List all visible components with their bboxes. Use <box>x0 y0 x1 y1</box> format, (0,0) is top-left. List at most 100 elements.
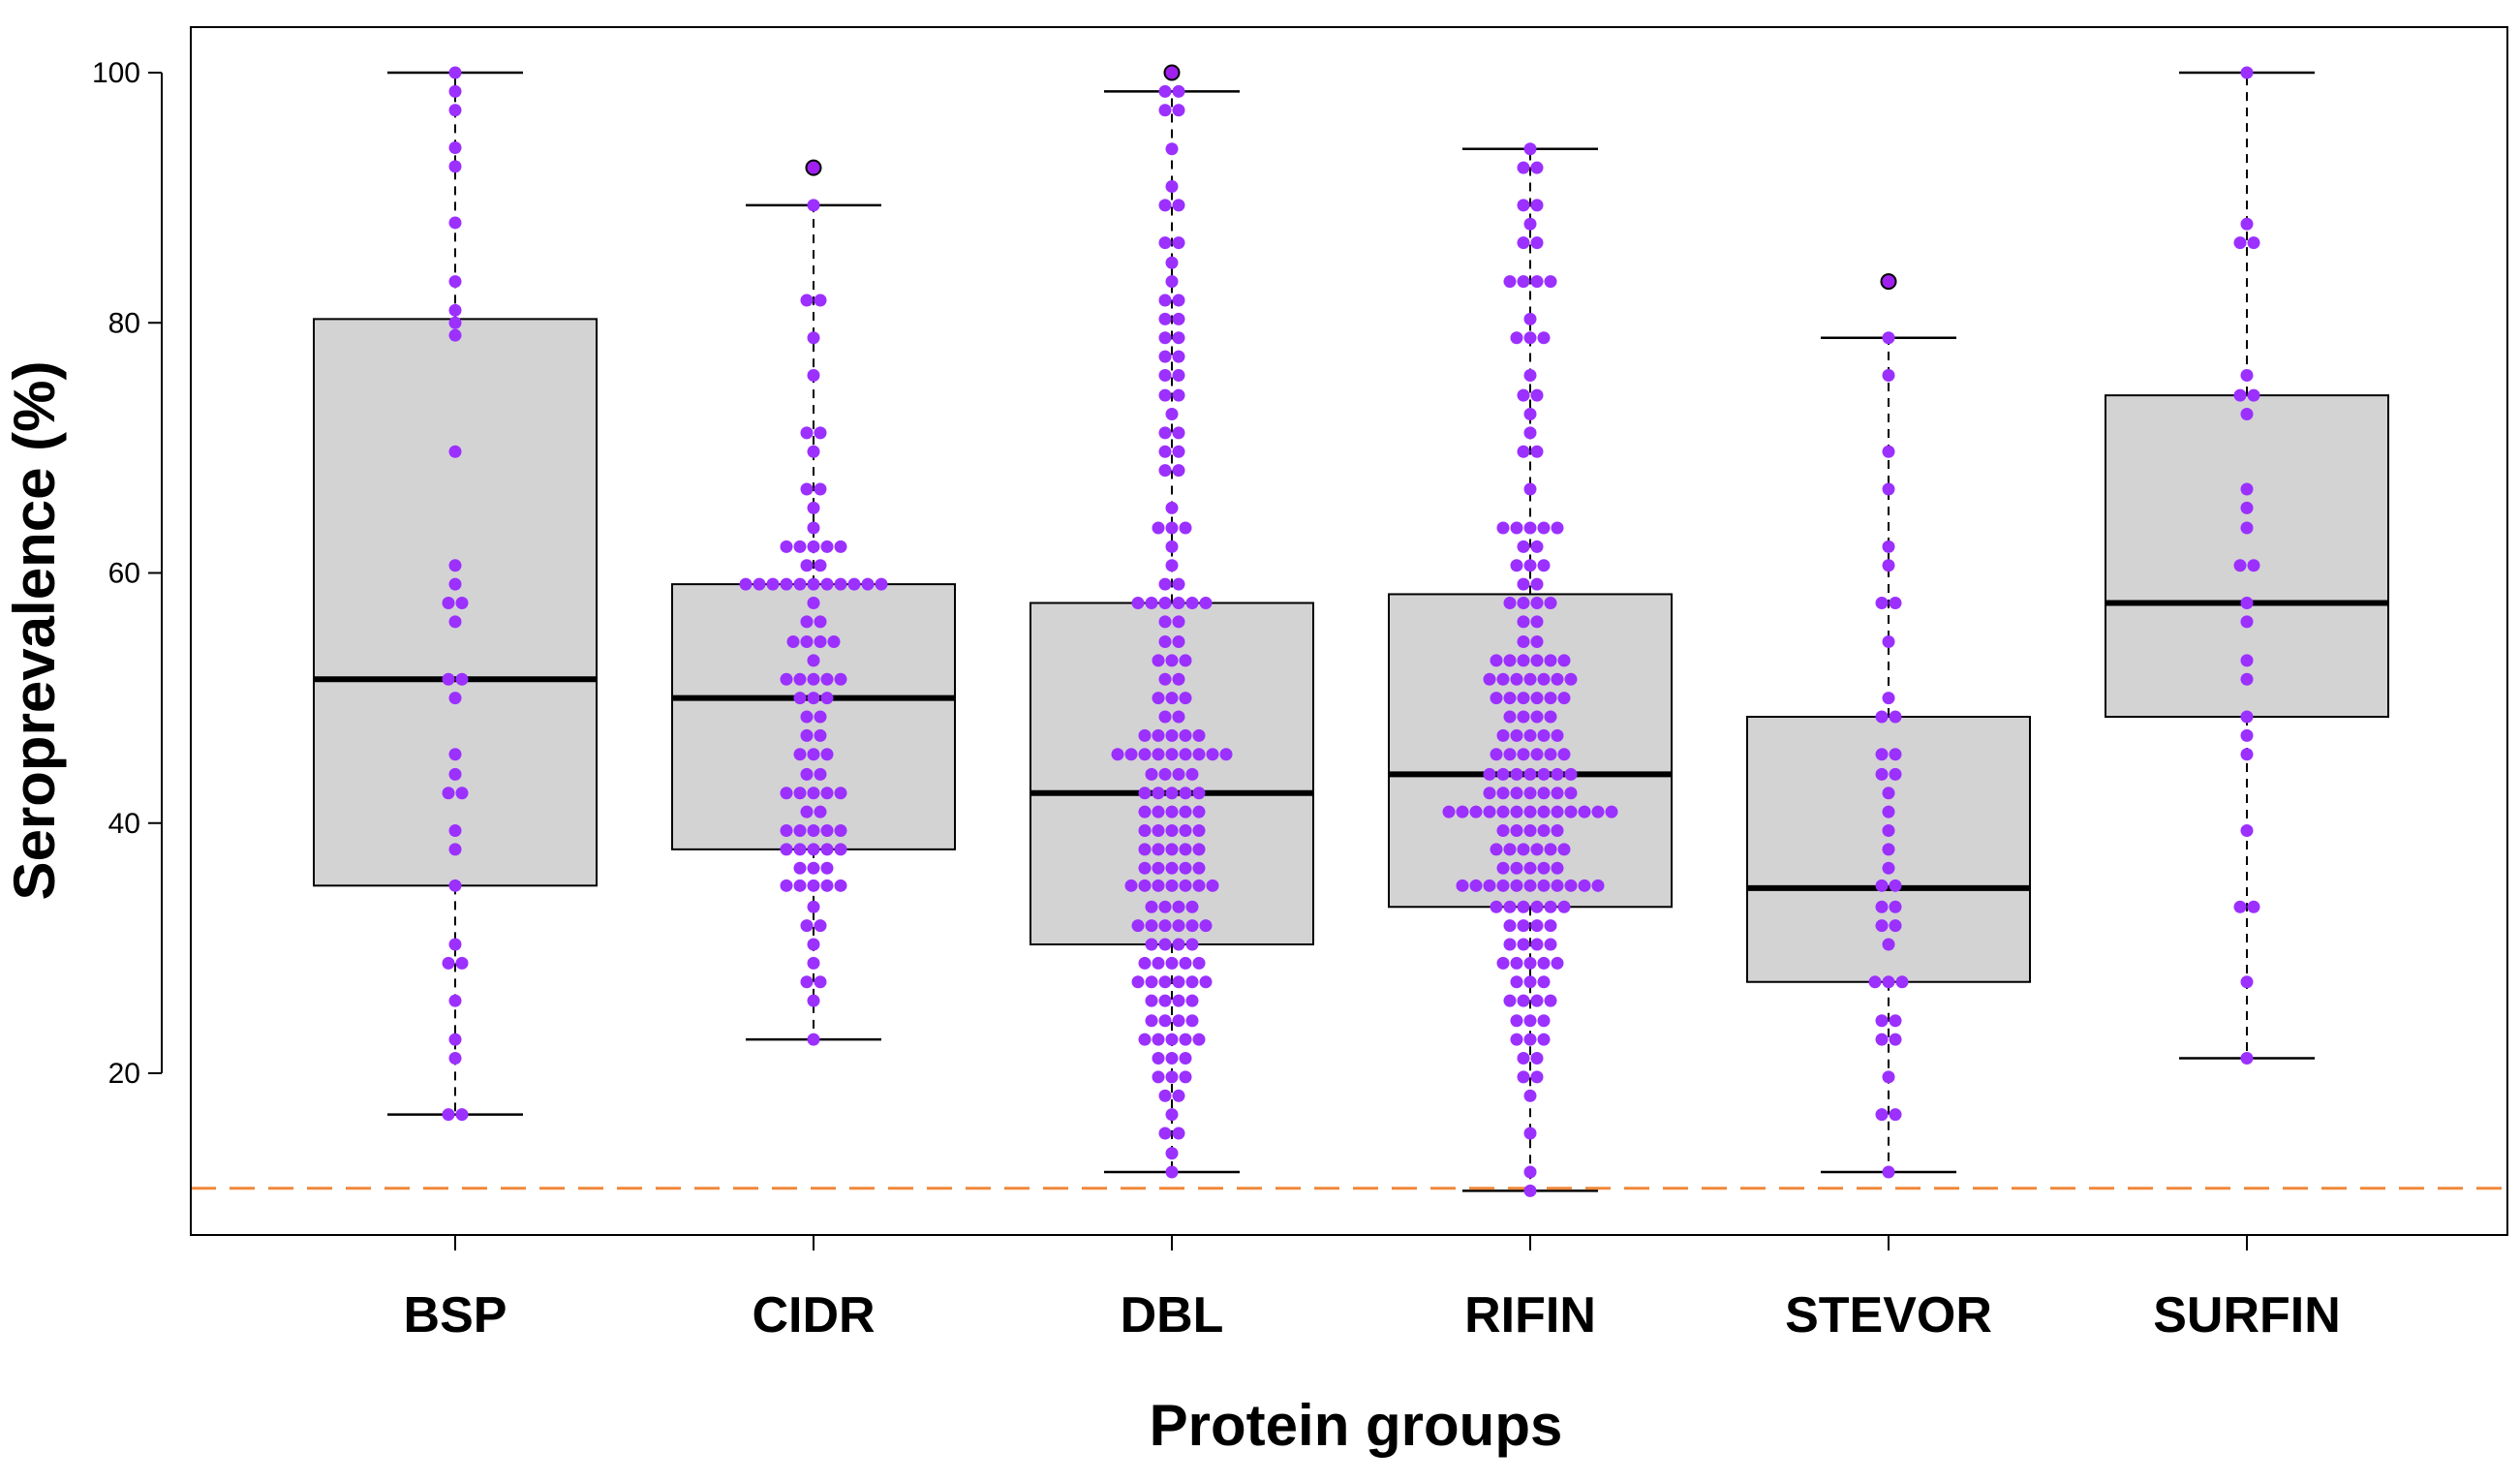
data-point-cidr <box>807 596 820 609</box>
data-point-bsp <box>448 767 462 781</box>
data-point-rifin <box>1544 692 1557 705</box>
data-point-rifin <box>1523 767 1537 781</box>
data-point-rifin <box>1510 521 1523 535</box>
data-point-surfin <box>2240 501 2254 514</box>
data-point-dbl <box>1145 1014 1158 1028</box>
data-point-dbl <box>1179 1033 1192 1046</box>
data-point-cidr <box>800 710 814 724</box>
data-point-rifin <box>1537 861 1551 875</box>
data-point-rifin <box>1578 879 1591 892</box>
data-point-dbl <box>1152 843 1165 856</box>
data-point-bsp <box>448 216 462 230</box>
data-point-rifin <box>1510 1014 1523 1028</box>
data-point-dbl <box>1152 654 1165 667</box>
data-point-dbl <box>1165 728 1179 742</box>
outlier-point-cidr <box>805 159 822 176</box>
data-point-rifin <box>1530 710 1544 724</box>
data-point-surfin <box>2247 388 2260 402</box>
data-point-dbl <box>1138 843 1152 856</box>
data-point-cidr <box>793 672 807 686</box>
data-point-cidr <box>834 672 847 686</box>
data-point-dbl <box>1172 1014 1185 1028</box>
data-point-dbl <box>1172 388 1185 402</box>
data-point-rifin <box>1510 787 1523 800</box>
data-point-dbl <box>1165 180 1179 194</box>
data-point-dbl <box>1219 748 1233 761</box>
data-point-dbl <box>1152 823 1165 837</box>
data-point-dbl <box>1124 879 1138 892</box>
data-point-stevor <box>1875 919 1889 933</box>
data-point-stevor <box>1882 1165 1895 1179</box>
data-point-rifin <box>1517 275 1530 289</box>
data-point-dbl <box>1172 426 1185 440</box>
data-point-bsp <box>448 577 462 591</box>
data-point-dbl <box>1158 388 1172 402</box>
data-point-rifin <box>1537 1033 1551 1046</box>
data-point-rifin <box>1551 805 1564 818</box>
data-point-cidr <box>807 501 820 514</box>
data-point-cidr <box>780 540 793 553</box>
data-point-rifin <box>1557 900 1571 913</box>
data-point-rifin <box>1503 596 1517 609</box>
box-bsp <box>313 318 598 887</box>
data-point-stevor <box>1875 879 1889 892</box>
data-point-dbl <box>1172 104 1185 117</box>
data-point-dbl <box>1172 236 1185 250</box>
y-tick-label-20: 20 <box>108 1058 140 1090</box>
data-point-cidr <box>807 692 820 705</box>
data-point-rifin <box>1591 805 1605 818</box>
data-point-cidr <box>807 1033 820 1046</box>
data-point-cidr <box>807 540 820 553</box>
outlier-point-stevor <box>1880 273 1897 291</box>
data-point-cidr <box>780 787 793 800</box>
data-point-cidr <box>827 635 841 649</box>
data-point-stevor <box>1882 843 1895 856</box>
data-point-bsp <box>442 956 455 970</box>
data-point-dbl <box>1158 426 1172 440</box>
data-point-dbl <box>1179 692 1192 705</box>
data-point-cidr <box>807 879 820 892</box>
data-point-rifin <box>1517 900 1530 913</box>
data-point-stevor <box>1875 748 1889 761</box>
data-point-dbl <box>1165 1108 1179 1122</box>
data-point-dbl <box>1145 767 1158 781</box>
data-point-cidr <box>807 861 820 875</box>
data-point-rifin <box>1530 919 1544 933</box>
data-point-cidr <box>793 843 807 856</box>
data-point-rifin <box>1578 805 1591 818</box>
data-point-dbl <box>1185 994 1199 1007</box>
data-point-rifin <box>1517 236 1530 250</box>
data-point-dbl <box>1165 787 1179 800</box>
data-point-dbl <box>1165 408 1179 421</box>
data-point-dbl <box>1165 256 1179 269</box>
data-point-rifin <box>1510 975 1523 989</box>
data-point-dbl <box>1158 293 1172 307</box>
data-point-rifin <box>1490 900 1503 913</box>
data-point-rifin <box>1530 1052 1544 1065</box>
data-point-dbl <box>1179 956 1192 970</box>
data-point-rifin <box>1517 615 1530 629</box>
data-point-cidr <box>800 805 814 818</box>
data-point-dbl <box>1158 445 1172 458</box>
data-point-dbl <box>1145 975 1158 989</box>
data-point-stevor <box>1875 900 1889 913</box>
data-point-rifin <box>1523 1165 1537 1179</box>
data-point-cidr <box>793 879 807 892</box>
data-point-cidr <box>814 710 827 724</box>
data-point-dbl <box>1192 748 1206 761</box>
x-tick-label-stevor: STEVOR <box>1785 1287 1992 1343</box>
data-point-dbl <box>1152 805 1165 818</box>
data-point-bsp <box>448 303 462 317</box>
data-point-cidr <box>834 787 847 800</box>
data-point-dbl <box>1172 710 1185 724</box>
data-point-stevor <box>1889 1108 1902 1122</box>
data-point-cidr <box>793 787 807 800</box>
data-point-surfin <box>2247 900 2260 913</box>
data-point-rifin <box>1517 919 1530 933</box>
x-axis-title: Protein groups <box>1150 1393 1563 1458</box>
data-point-rifin <box>1537 1014 1551 1028</box>
data-point-rifin <box>1469 805 1483 818</box>
data-point-dbl <box>1172 368 1185 382</box>
data-point-dbl <box>1131 596 1145 609</box>
data-point-dbl <box>1138 861 1152 875</box>
